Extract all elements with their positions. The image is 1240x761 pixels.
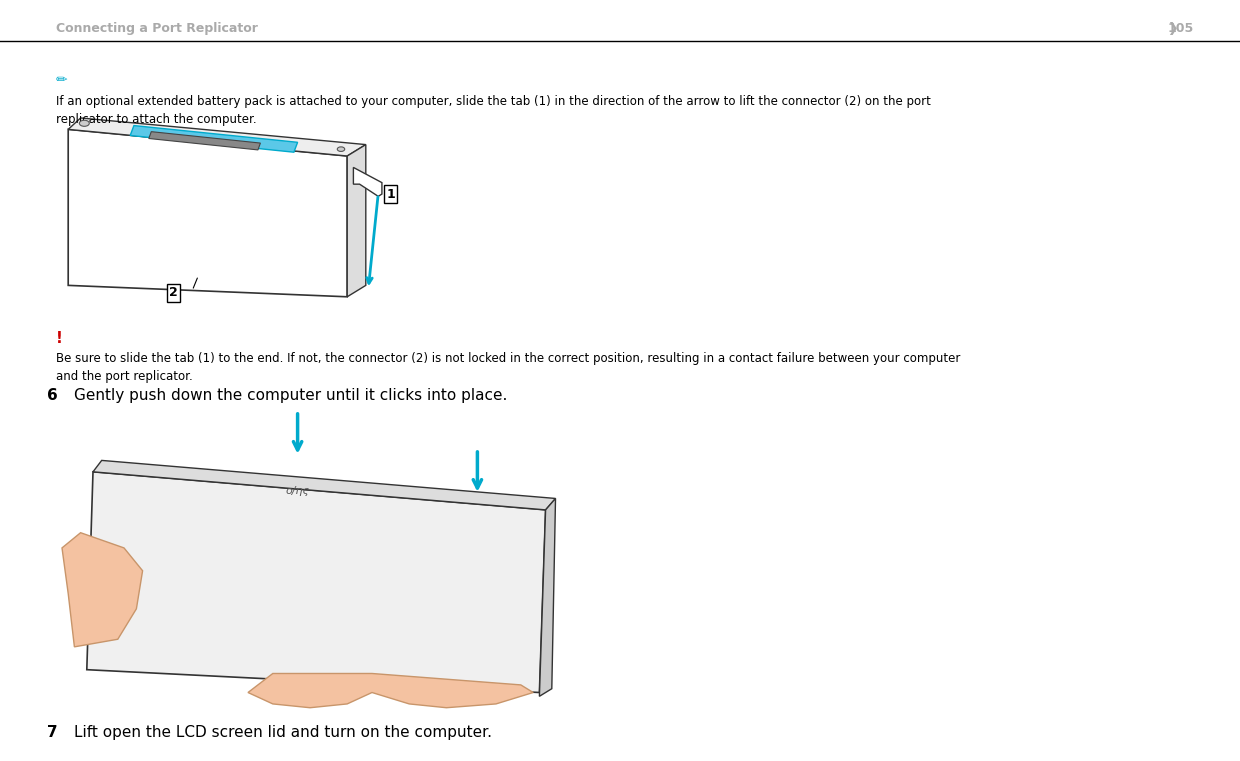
Text: Be sure to slide the tab (1) to the end. If not, the connector (2) is not locked: Be sure to slide the tab (1) to the end.… (56, 352, 960, 384)
Polygon shape (248, 673, 533, 708)
Polygon shape (93, 460, 556, 510)
Polygon shape (62, 533, 143, 647)
Text: If an optional extended battery pack is attached to your computer, slide the tab: If an optional extended battery pack is … (56, 95, 931, 126)
Polygon shape (87, 472, 546, 693)
Polygon shape (539, 498, 556, 696)
Polygon shape (130, 126, 298, 152)
Text: ❯: ❯ (1168, 22, 1178, 36)
Text: ο/ης: ο/ης (285, 486, 310, 496)
Polygon shape (347, 145, 366, 297)
Text: Lift open the LCD screen lid and turn on the computer.: Lift open the LCD screen lid and turn on… (74, 724, 492, 740)
Circle shape (79, 120, 89, 126)
Text: ✏: ✏ (56, 73, 67, 87)
Text: !: ! (56, 331, 63, 346)
Text: 1: 1 (386, 187, 396, 201)
Text: Connecting a Port Replicator: Connecting a Port Replicator (56, 22, 258, 36)
Polygon shape (353, 167, 382, 196)
Text: 2: 2 (169, 286, 179, 300)
Text: 6: 6 (47, 388, 58, 403)
Polygon shape (68, 129, 347, 297)
Polygon shape (68, 118, 366, 156)
Text: Gently push down the computer until it clicks into place.: Gently push down the computer until it c… (74, 388, 507, 403)
Circle shape (337, 147, 345, 151)
Text: 105: 105 (1168, 22, 1194, 36)
Polygon shape (149, 132, 260, 150)
Text: 7: 7 (47, 724, 58, 740)
